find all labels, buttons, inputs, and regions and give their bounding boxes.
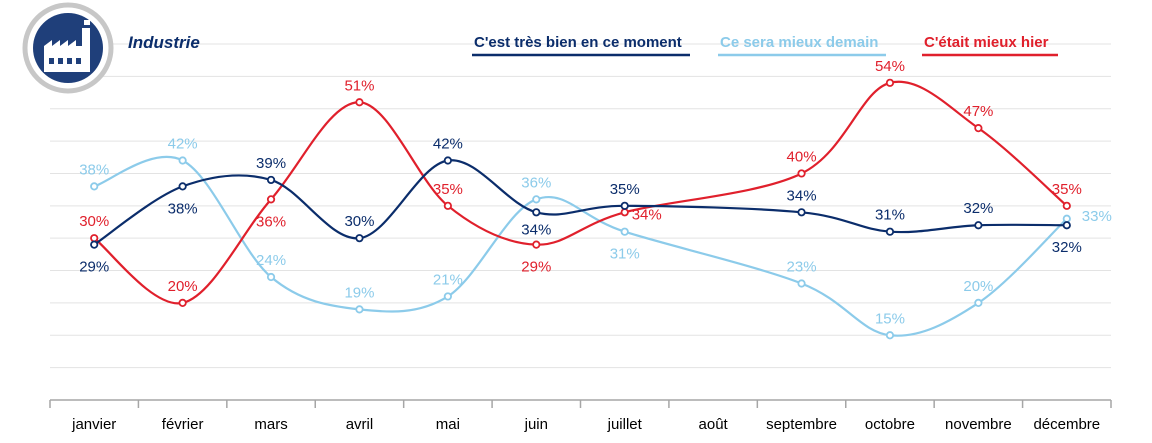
data-point-red	[1062, 201, 1071, 210]
legend-label-dark: C'est très bien en ce moment	[474, 34, 682, 51]
x-tick-label: août	[699, 416, 729, 433]
data-point-dark	[885, 227, 895, 236]
data-point-light	[266, 272, 276, 282]
data-label-light: 42%	[168, 136, 198, 153]
data-label-dark: 39%	[256, 155, 286, 172]
data-label-dark: 38%	[168, 200, 198, 217]
chart-title: Industrie	[128, 33, 200, 52]
data-point-dark	[178, 182, 187, 191]
data-label-dark: 34%	[521, 221, 551, 238]
data-point-dark	[620, 201, 629, 210]
data-point-light	[974, 298, 983, 308]
data-label-red: 51%	[344, 77, 374, 94]
data-point-red	[443, 201, 452, 210]
data-label-red: 34%	[632, 206, 662, 223]
data-label-light: 31%	[610, 246, 640, 263]
data-point-light	[1062, 214, 1071, 223]
data-label-red: 36%	[256, 213, 286, 230]
data-point-light	[797, 279, 806, 288]
data-label-light: 24%	[256, 252, 286, 269]
x-tick-label: mai	[436, 416, 460, 433]
data-label-light: 38%	[79, 161, 109, 178]
data-point-red	[178, 298, 187, 308]
x-tick-label: septembre	[766, 416, 837, 433]
legend: C'est très bien en ce moment Ce sera mieu…	[472, 34, 1058, 57]
data-point-red	[266, 195, 276, 204]
data-point-red	[797, 169, 806, 178]
data-labels: 38% 42% 24% 19% 21% 36% 31% 23% 15% 20% 33% 30% 20% 3…	[79, 58, 1112, 327]
series-line-dark	[93, 159, 1067, 246]
data-label-light: 15%	[875, 310, 905, 327]
x-tick-label: avril	[346, 416, 374, 433]
data-label-dark: 31%	[875, 207, 905, 224]
data-label-dark: 32%	[1052, 239, 1082, 256]
data-point-red	[355, 98, 364, 107]
data-point-light	[90, 182, 99, 191]
factory-icon	[22, 2, 114, 94]
data-point-light	[620, 227, 629, 236]
data-label-dark: 29%	[79, 259, 109, 276]
data-point-dark	[355, 234, 364, 243]
data-label-red: 40%	[787, 148, 817, 165]
data-point-red	[885, 78, 895, 87]
data-label-light: 23%	[787, 258, 817, 275]
x-tick-label: février	[162, 416, 204, 433]
data-label-red: 47%	[963, 103, 993, 120]
x-tick-label: décembre	[1033, 416, 1100, 433]
data-point-dark	[90, 240, 99, 249]
series-line-light	[93, 155, 1068, 337]
data-label-red: 29%	[521, 259, 551, 276]
data-point-red	[974, 124, 983, 133]
data-point-light	[443, 292, 452, 301]
x-axis: janvier février mars avril mai juin juillet aoû…	[49, 399, 1112, 433]
grid-lines	[50, 43, 1111, 369]
x-tick-label: octobre	[865, 416, 915, 433]
data-point-dark	[1062, 221, 1071, 230]
series	[90, 78, 1071, 340]
legend-label-light: Ce sera mieux demain	[720, 34, 878, 51]
data-point-light	[885, 331, 895, 340]
data-label-dark: 35%	[610, 181, 640, 198]
data-label-red: 30%	[79, 213, 109, 230]
x-tick-label: juillet	[607, 416, 643, 433]
data-label-dark: 30%	[344, 213, 374, 230]
data-label-dark: 32%	[963, 200, 993, 217]
data-point-light	[355, 305, 364, 314]
data-label-light: 19%	[344, 284, 374, 301]
x-tick-label: juin	[524, 416, 548, 433]
data-label-red: 20%	[168, 278, 198, 295]
x-tick-label: mars	[254, 416, 287, 433]
data-label-red: 35%	[1052, 181, 1082, 198]
x-tick-label: janvier	[71, 416, 116, 433]
data-label-dark: 42%	[433, 136, 463, 153]
legend-label-red: C'était mieux hier	[924, 34, 1049, 51]
data-point-dark	[443, 156, 452, 165]
data-label-light: 33%	[1082, 208, 1112, 225]
data-label-dark: 34%	[787, 187, 817, 204]
data-label-light: 21%	[433, 271, 463, 288]
data-point-dark	[974, 221, 983, 230]
data-point-red	[532, 240, 541, 249]
data-point-red	[90, 234, 99, 243]
data-label-light: 36%	[521, 174, 551, 191]
data-point-dark	[797, 208, 806, 217]
data-label-red: 35%	[433, 181, 463, 198]
x-tick-label: novembre	[945, 416, 1012, 433]
data-point-dark	[532, 208, 541, 217]
data-point-dark	[266, 175, 276, 185]
data-label-red: 54%	[875, 58, 905, 75]
data-point-light	[532, 195, 541, 204]
data-label-light: 20%	[963, 278, 993, 295]
data-point-red	[620, 208, 629, 217]
data-point-light	[178, 156, 187, 165]
